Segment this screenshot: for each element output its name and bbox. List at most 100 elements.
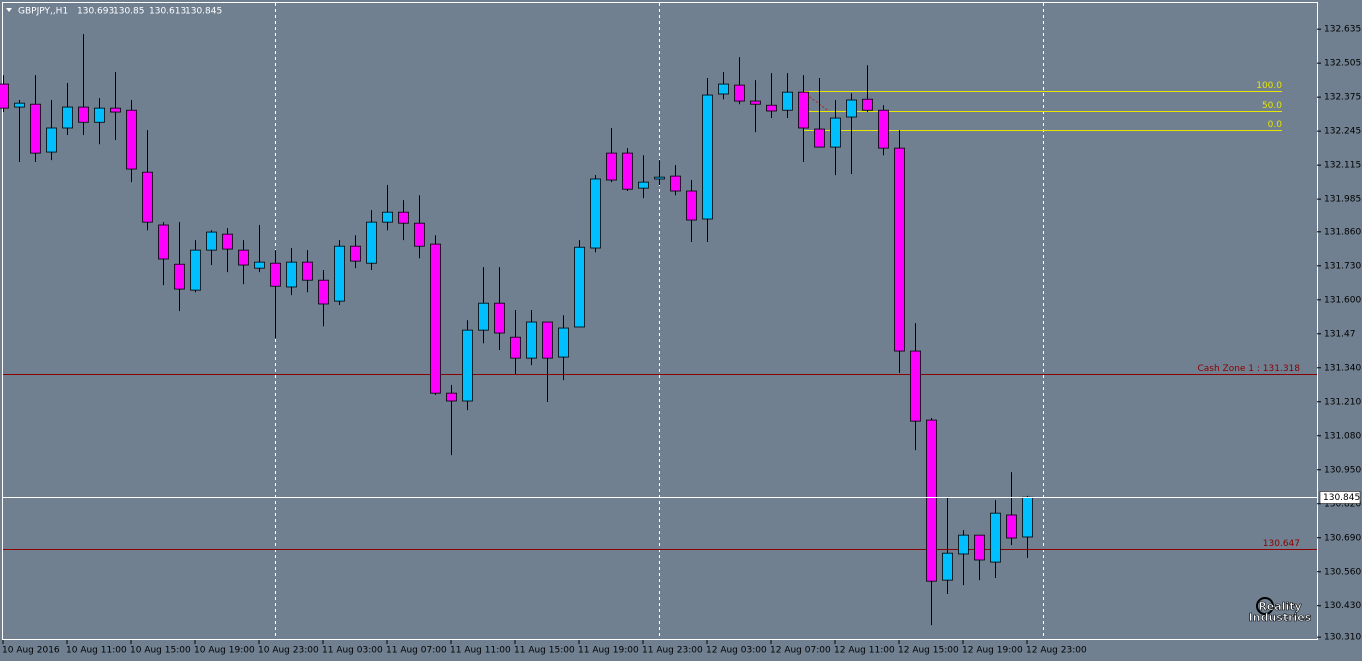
- candle-body: [1022, 496, 1033, 538]
- candle-body: [126, 109, 137, 170]
- candle-body: [62, 106, 73, 129]
- x-tick-label: 11 Aug 03:00: [322, 646, 383, 656]
- level-label: 130.647: [1263, 539, 1300, 549]
- y-tick-label: 132.115: [1324, 161, 1361, 171]
- x-tick-label: 10 Aug 15:00: [130, 646, 191, 656]
- y-tick-label: 131.47: [1324, 329, 1356, 339]
- candle-body: [638, 181, 649, 189]
- candle-body: [702, 94, 713, 220]
- candle-body: [1006, 514, 1017, 539]
- candle-body: [686, 190, 697, 221]
- current-price-label: 130.845: [1323, 493, 1360, 503]
- y-tick-label: 130.310: [1324, 633, 1361, 643]
- candle-body: [974, 534, 985, 561]
- candle-body: [494, 302, 505, 334]
- chart-title: GBPJPY,,H1: [18, 7, 68, 17]
- x-tick-label: 12 Aug 15:00: [898, 646, 959, 656]
- candle-body: [238, 249, 249, 266]
- fibo-label: 100.0: [1256, 81, 1282, 91]
- y-tick-label: 132.245: [1324, 127, 1361, 137]
- x-tick-label: 10 Aug 19:00: [194, 646, 255, 656]
- candle-body: [846, 99, 857, 118]
- y-tick-label: 130.560: [1324, 567, 1361, 577]
- candle-body: [382, 211, 393, 223]
- y-tick-label: 130.950: [1324, 465, 1361, 475]
- candle-body: [862, 98, 873, 111]
- header-high: 130.85: [113, 7, 145, 17]
- x-tick-label: 11 Aug 07:00: [386, 646, 447, 656]
- candle-body: [510, 336, 521, 359]
- candle-body: [0, 83, 9, 109]
- candle-body: [654, 176, 665, 180]
- candle-body: [78, 106, 89, 123]
- x-tick-label: 10 Aug 11:00: [66, 646, 127, 656]
- y-tick-label: 131.730: [1324, 261, 1361, 271]
- current-price-box: [1319, 491, 1361, 504]
- candle-body: [414, 222, 425, 247]
- y-tick-label: 131.860: [1324, 227, 1361, 237]
- candle-body: [286, 261, 297, 288]
- y-tick-label: 130.820: [1324, 499, 1361, 509]
- candles: [0, 34, 1033, 626]
- y-tick-label: 132.375: [1324, 93, 1361, 103]
- x-tick-label: 10 Aug 2016: [2, 646, 60, 656]
- candle-body: [782, 91, 793, 111]
- candle-body: [334, 245, 345, 302]
- candle-body: [446, 392, 457, 402]
- candle-body: [734, 84, 745, 102]
- watermark-text: Industries: [1249, 611, 1312, 624]
- y-tick-label: 130.430: [1324, 601, 1361, 611]
- header-close: 130.845: [185, 7, 222, 17]
- x-tick-label: 11 Aug 15:00: [514, 646, 575, 656]
- candle-body: [430, 243, 441, 394]
- watermark-text: Reality: [1258, 600, 1301, 613]
- candle-body: [462, 329, 473, 402]
- candle-body: [398, 211, 409, 224]
- candle-body: [318, 279, 329, 305]
- menu-arrow[interactable]: [6, 8, 12, 12]
- y-tick-label: 131.210: [1324, 397, 1361, 407]
- candle-body: [526, 321, 537, 359]
- candle-body: [718, 83, 729, 95]
- candle-body: [190, 249, 201, 291]
- y-tick-label: 130.690: [1324, 533, 1361, 543]
- candle-body: [46, 127, 57, 153]
- candle-body: [142, 171, 153, 223]
- candle-body: [158, 224, 169, 260]
- y-tick-label: 131.600: [1324, 295, 1361, 305]
- x-tick-label: 12 Aug 07:00: [770, 646, 831, 656]
- candle-body: [990, 512, 1001, 563]
- candle-body: [830, 117, 841, 148]
- y-tick-label: 131.340: [1324, 363, 1361, 373]
- candle-body: [926, 419, 937, 582]
- candle-body: [766, 104, 777, 112]
- x-tick-label: 12 Aug 03:00: [706, 646, 767, 656]
- candle-body: [750, 100, 761, 105]
- x-tick-label: 10 Aug 23:00: [258, 646, 319, 656]
- candle-body: [206, 231, 217, 251]
- candle-body: [670, 175, 681, 192]
- candle-body: [910, 350, 921, 422]
- x-tick-label: 11 Aug 19:00: [578, 646, 639, 656]
- y-tick-label: 132.505: [1324, 59, 1361, 69]
- candle-body: [174, 263, 185, 290]
- candle-body: [558, 327, 569, 358]
- candle-body: [606, 152, 617, 181]
- candle-body: [270, 262, 281, 287]
- x-tick-label: 11 Aug 23:00: [642, 646, 703, 656]
- header-open: 130.693: [77, 7, 114, 17]
- y-tick-label: 131.080: [1324, 431, 1361, 441]
- candle-body: [94, 107, 105, 123]
- level-label: Cash Zone 1 : 131.318: [1197, 364, 1300, 374]
- candle-body: [542, 321, 553, 359]
- watermark-logo: [1256, 597, 1274, 615]
- candle-body: [254, 261, 265, 269]
- x-tick-label: 12 Aug 11:00: [834, 646, 895, 656]
- candle-body: [14, 102, 25, 108]
- x-tick-label: 12 Aug 23:00: [1026, 646, 1087, 656]
- candle-body: [622, 152, 633, 190]
- candle-body: [350, 245, 361, 262]
